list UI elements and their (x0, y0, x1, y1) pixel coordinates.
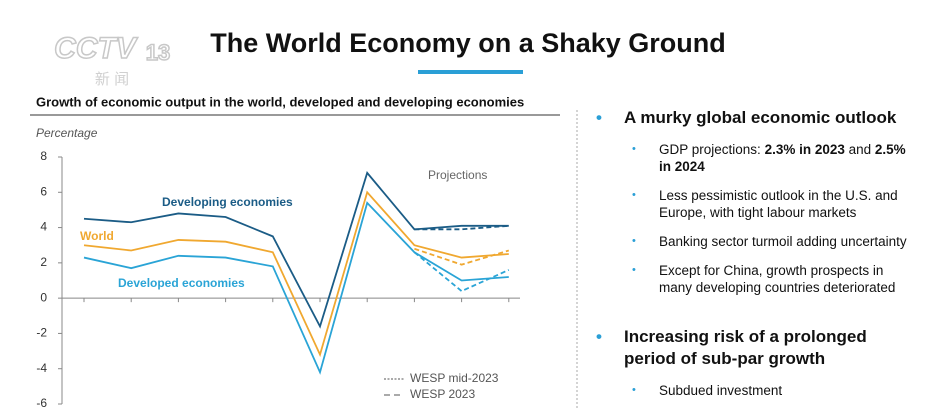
y-tick-label: 0 (40, 290, 47, 304)
bullet-text: Banking sector turmoil adding uncertaint… (659, 234, 907, 249)
y-tick-label: 6 (40, 184, 47, 198)
bullet-text: 2.5% in 2024 (659, 142, 906, 174)
projection-line (414, 247, 510, 266)
bullet-text: Less pessimistic outlook in the U.S. and… (659, 188, 898, 220)
series-line (83, 190, 509, 358)
bullet-item: Subdued investment (596, 382, 916, 399)
chart-title: Growth of economic output in the world, … (36, 94, 524, 109)
title-underline (418, 70, 523, 74)
y-tick-label: -4 (36, 361, 47, 375)
bullet-text: Except for China, growth prospects in ma… (659, 263, 896, 295)
bullet-text: Subdued investment (659, 383, 783, 398)
series-line (83, 201, 509, 375)
y-axis-label: Percentage (36, 126, 98, 140)
legend-label: WESP 2023 (410, 387, 475, 401)
annotation: Projections (428, 168, 487, 182)
bullet-item: GDP projections: 2.3% in 2023 and 2.5% i… (596, 141, 916, 175)
series-line (83, 171, 509, 329)
legend-label: WESP mid-2023 (410, 371, 499, 385)
y-tick-label: 8 (40, 149, 47, 163)
y-tick-label: -2 (36, 326, 47, 340)
slide-title: The World Economy on a Shaky Ground (210, 28, 726, 58)
watermark-text: 新 闻 (95, 71, 129, 88)
y-tick-label: 2 (40, 255, 47, 269)
y-tick-label: 4 (40, 220, 47, 234)
bullet-text: and (844, 142, 875, 157)
bullet-list: A murky global economic outlook GDP proje… (596, 107, 916, 411)
watermark-logo: CCTV (54, 32, 139, 65)
bullet-text: GDP projections: (659, 142, 765, 157)
watermark-number: 13 (146, 40, 170, 65)
bullet-heading: A murky global economic outlook (596, 107, 916, 129)
bullet-heading: Increasing risk of a prolonged period of… (596, 326, 916, 370)
projection-line (413, 251, 510, 293)
bullet-item: Except for China, growth prospects in ma… (596, 262, 916, 296)
series-label: World (80, 229, 114, 243)
series-label: Developing economies (162, 195, 293, 209)
series-label: Developed economies (118, 276, 245, 290)
bullet-item: Less pessimistic outlook in the U.S. and… (596, 187, 916, 221)
bullet-text: 2.3% in 2023 (764, 142, 845, 157)
bullet-item: Banking sector turmoil adding uncertaint… (596, 233, 916, 250)
y-tick-label: -6 (36, 396, 47, 409)
